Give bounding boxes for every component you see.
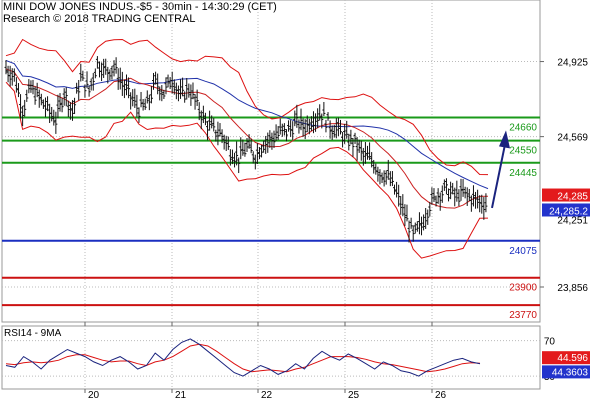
level-label: 24550	[509, 146, 537, 157]
rsi-value: 44.3603	[552, 367, 589, 378]
x-tick-label: 20	[88, 390, 100, 400]
level-label: 24660	[509, 122, 537, 133]
lower-band	[5, 81, 489, 259]
price-tick-label: 23,856	[557, 283, 588, 294]
rsi-ma-value: 44.596	[557, 353, 588, 364]
main-panel-frame	[1, 0, 541, 323]
level-label: 24075	[509, 246, 537, 257]
rsi-line	[5, 338, 481, 377]
rsi-ma-line	[5, 343, 481, 373]
rsi-tick-label: 70	[544, 337, 556, 348]
current-price-label: 24,285.2	[549, 206, 588, 217]
chart-title: MINI DOW JONES INDUS.-$5 - 30min - 14:30…	[3, 1, 277, 13]
x-tick-label: 26	[435, 390, 447, 400]
x-tick-label: 25	[348, 390, 360, 400]
moving-average-short	[5, 68, 489, 209]
rsi-value-tag-box	[542, 365, 590, 379]
level-label: 24445	[509, 168, 537, 179]
rsi-label: RSI14 - 9MA	[4, 328, 62, 339]
upper-band	[5, 38, 489, 176]
price-tag-box	[542, 203, 590, 217]
level-label: 23900	[509, 283, 537, 294]
x-tick-label: 21	[175, 390, 187, 400]
projection-arrow-head	[499, 130, 510, 149]
x-tick-label: 22	[261, 390, 273, 400]
price-tick-label: 24,569	[557, 133, 588, 144]
rsi-panel-frame	[1, 325, 541, 390]
price-tag-box	[542, 188, 590, 202]
projection-arrow-line	[491, 144, 506, 209]
moving-average-line	[5, 60, 489, 190]
price-tick-label: 24,925	[557, 58, 588, 69]
level-label: 23770	[509, 310, 537, 321]
rsi-ma-tag-box	[542, 351, 590, 365]
current-price-label: 24,285	[557, 192, 588, 203]
current-price-label: 24,251	[557, 216, 588, 227]
copyright-text: Research © 2018 TRADING CENTRAL	[3, 13, 196, 25]
